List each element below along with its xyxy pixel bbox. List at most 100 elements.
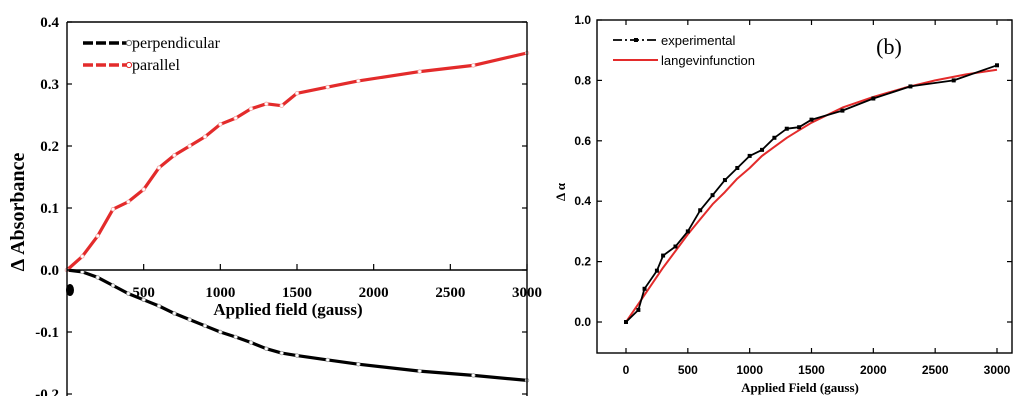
panel-b-chart: 0.0 0.2 0.4 0.6 0.8 1.0 0 500 1000 1500 2000 2500 30… — [553, 13, 1013, 395]
panel-a-point-parallel — [325, 84, 330, 90]
panel-a-y-tick-label: 0.0 — [40, 263, 59, 279]
panel-b-series-line-experimental — [625, 64, 998, 323]
panel-b-point-experimental — [951, 78, 956, 83]
legend-parallel-label: parallel — [132, 57, 181, 74]
panel-b-point-experimental — [871, 96, 876, 101]
panel-a-point-perpendicular — [279, 350, 284, 356]
panel-a-x-tick-label: 3000 — [512, 285, 542, 301]
panel-b-legend: experimental langevinfunction — [613, 33, 755, 68]
panel-a-point-parallel — [156, 165, 162, 170]
panel-a-chart: -0.2 -0.1 0.0 0.1 0.2 0.3 0.4 500 1000 1500 2000 25… — [7, 15, 542, 396]
panel-a-x-tick-label: 1500 — [282, 285, 312, 301]
panel-b-y-tick-label: 0.6 — [574, 134, 591, 148]
panel-a-point-parallel — [417, 69, 422, 74]
panel-b-y-tick-label: 0.4 — [574, 194, 591, 208]
panel-b-x-tick-label: 2000 — [860, 363, 887, 377]
panel-a-point-perpendicular — [248, 340, 254, 345]
panel-a-point-parallel — [202, 134, 208, 139]
panel-b-y-tick-label: 0.0 — [574, 315, 591, 329]
panel-a-point-perpendicular — [325, 357, 330, 363]
panel-b-point-experimental — [710, 193, 715, 198]
panel-a-x-tick-label: 2500 — [435, 285, 465, 301]
panel-b-x-tick-label: 500 — [678, 363, 698, 377]
panel-a-y-tick-label: -0.1 — [35, 325, 59, 341]
panel-a-point-parallel — [218, 122, 223, 127]
panel-a-point-perpendicular — [172, 311, 177, 316]
panel-a-point-perpendicular — [110, 283, 116, 288]
legend-parallel-marker — [125, 61, 133, 69]
panel-a-point-parallel — [141, 187, 146, 192]
panel-b-point-experimental — [642, 286, 647, 291]
panel-a-y-tick-label: -0.2 — [35, 387, 59, 396]
legend-langevin-label: langevinfunction — [661, 53, 755, 68]
panel-b-point-experimental — [747, 153, 752, 158]
panel-b-point-experimental — [735, 165, 740, 170]
panel-b-x-tick-label: 0 — [623, 363, 630, 377]
panel-a-point-parallel — [187, 143, 192, 149]
panel-b-frame — [596, 19, 1013, 354]
panel-a-point-perpendicular — [294, 353, 300, 358]
panel-a-point-perpendicular — [187, 317, 192, 322]
panel-a-point-parallel — [471, 63, 476, 68]
panel-b-point-experimental — [654, 268, 659, 273]
panel-b-y-tick-label: 0.8 — [574, 73, 591, 87]
panel-a-point-perpendicular — [95, 275, 100, 280]
panel-b-point-experimental — [995, 63, 999, 68]
panel-b-y-axis-label: Δ α — [553, 182, 568, 201]
legend-perpendicular-label: perpendicular — [132, 35, 221, 52]
panel-b-point-experimental — [685, 229, 690, 234]
panel-a-y-tick-label: 0.4 — [40, 15, 59, 31]
panel-b-point-experimental — [809, 117, 814, 122]
legend-experimental-marker — [634, 38, 638, 42]
panel-b-point-experimental — [636, 307, 641, 312]
panel-a-legend: perpendicular parallel — [83, 35, 221, 74]
panel-a-y-tick-label: 0.1 — [40, 201, 59, 217]
panel-b-point-experimental — [784, 126, 789, 131]
panel-a-point-perpendicular — [471, 373, 476, 378]
panel-a-point-parallel — [172, 153, 177, 158]
legend-perpendicular-marker — [125, 39, 133, 47]
panel-b-y-tick-label: 1.0 — [574, 13, 591, 27]
panel-a-x-axis-label: Applied field (gauss) — [213, 300, 362, 319]
panel-b-point-experimental — [673, 244, 678, 249]
panel-a-series-line-parallel — [65, 51, 528, 272]
panel-a-point-perpendicular — [218, 329, 223, 335]
panel-b-x-tick-label: 2500 — [922, 363, 949, 377]
panel-b-point-experimental — [661, 253, 666, 258]
legend-experimental-label: experimental — [661, 33, 736, 48]
panel-b-point-experimental — [797, 125, 802, 130]
panel-a-x-tick-label: 500 — [132, 285, 155, 301]
panel-b-x-tick-label: 3000 — [984, 363, 1011, 377]
panel-a-point-parallel — [248, 106, 254, 111]
panel-a-point-perpendicular — [233, 334, 238, 340]
panel-a-x-tick-label: 1000 — [205, 285, 235, 301]
panel-a-point-parallel — [233, 115, 238, 121]
panel-b-point-experimental — [624, 320, 628, 324]
panel-b-point-experimental — [908, 84, 913, 89]
panel-a-point-parallel — [80, 254, 85, 259]
panel-b-title: (b) — [876, 34, 902, 59]
panel-a-point-parallel — [264, 101, 269, 107]
panel-a-point-parallel — [279, 103, 284, 108]
panel-b-series-line-langevinfunction — [625, 68, 998, 323]
panel-b-x-tick-label: 1500 — [798, 363, 825, 377]
panel-b-point-experimental — [760, 147, 765, 152]
panel-a-origin-marker — [66, 284, 74, 296]
panel-a-point-parallel — [356, 78, 361, 84]
panel-b-x-tick-label: 1000 — [736, 363, 763, 377]
panel-b-point-experimental — [698, 208, 703, 213]
panel-b-point-experimental — [840, 108, 845, 113]
panel-b-point-experimental — [722, 178, 727, 183]
panel-a-y-axis-label: Δ Absorbance — [7, 153, 29, 272]
panel-a-y-tick-label: 0.2 — [40, 139, 59, 155]
panel-a-point-perpendicular — [126, 291, 131, 296]
panel-a-point-perpendicular — [417, 368, 422, 374]
panel-a-point-perpendicular — [156, 303, 162, 309]
panel-b-y-tick-label: 0.2 — [574, 255, 591, 269]
panel-a-point-parallel — [110, 207, 116, 212]
panel-a-point-parallel — [294, 91, 300, 96]
panel-a-point-perpendicular — [264, 346, 269, 351]
panel-b-x-axis-label: Applied Field (gauss) — [741, 380, 859, 395]
panel-a-point-parallel — [95, 233, 100, 239]
